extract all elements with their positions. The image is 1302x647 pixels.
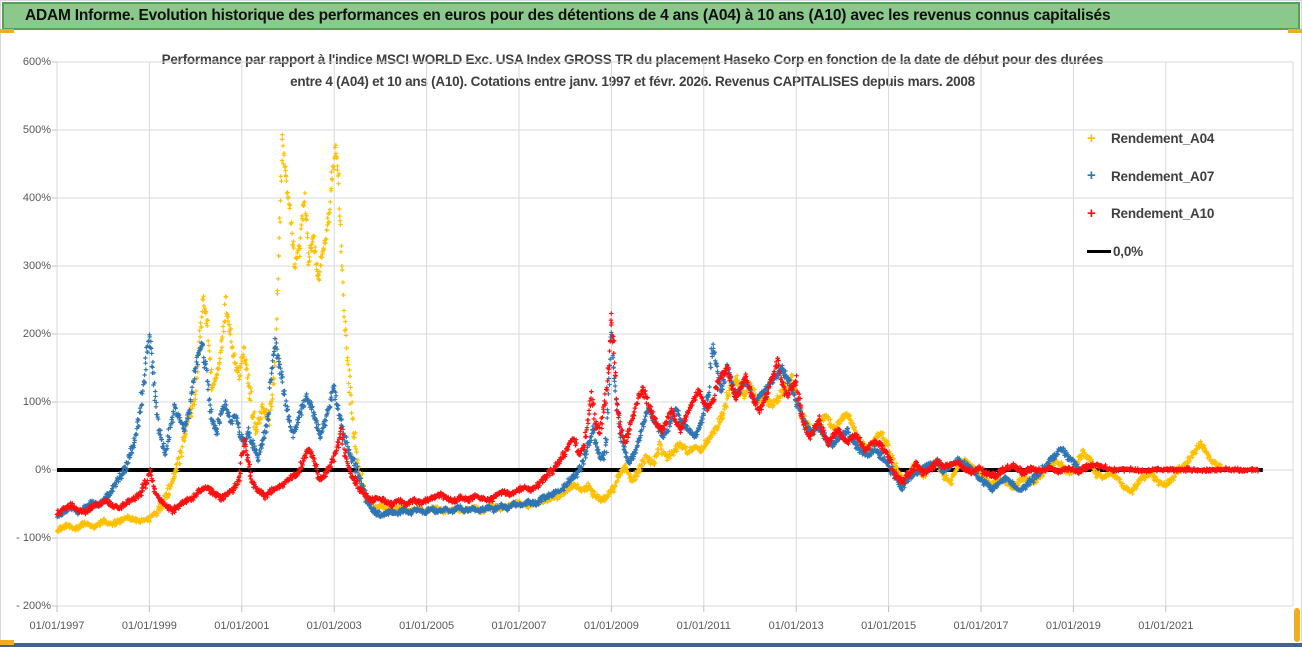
gold-border-fragment-bottom-left xyxy=(0,640,14,645)
header-title: ADAM Informe. Evolution historique des p… xyxy=(25,7,1111,24)
legend-label: Rendement_A07 xyxy=(1111,168,1215,184)
x-axis-label: 01/01/2019 xyxy=(1045,620,1101,632)
header-banner: ADAM Informe. Evolution historique des p… xyxy=(2,2,1300,30)
chart-title-line-2: entre 4 (A04) et 10 ans (A10). Cotations… xyxy=(290,73,975,89)
y-axis-label: 600% xyxy=(22,56,51,68)
legend-label: Rendement_A10 xyxy=(1111,206,1215,222)
x-axis-label: 01/01/2015 xyxy=(861,620,917,632)
gold-border-fragment-top-left xyxy=(0,29,14,33)
y-axis-label: 0% xyxy=(35,464,51,476)
x-axis-label: 01/01/2005 xyxy=(399,620,455,632)
plus-marker-icon: + xyxy=(1087,167,1096,185)
window-bottom-border xyxy=(0,643,1302,647)
legend-item: + Rendement_A10 xyxy=(1087,195,1277,233)
x-axis-label: 01/01/2017 xyxy=(953,620,1009,632)
legend: + Rendement_A04 + Rendement_A07 + Rendement_A… xyxy=(1087,120,1277,270)
legend-item-zero-line: 0,0% xyxy=(1087,233,1277,271)
plus-marker-icon: + xyxy=(1087,204,1096,222)
legend-item: + Rendement_A07 xyxy=(1087,158,1277,196)
legend-label: Rendement_A04 xyxy=(1111,131,1215,147)
legend-item: + Rendement_A04 xyxy=(1087,120,1277,158)
x-axis-label: 01/01/1999 xyxy=(121,620,177,632)
y-axis-label: 300% xyxy=(22,260,51,272)
legend-label: 0,0% xyxy=(1113,243,1143,259)
y-axis-label: 100% xyxy=(22,396,51,408)
y-axis-label: 500% xyxy=(22,124,51,136)
x-axis-label: 01/01/1997 xyxy=(29,620,85,632)
y-axis-label: 200% xyxy=(22,328,51,340)
gold-border-fragment-bottom-right xyxy=(1294,608,1300,642)
x-axis-label: 01/01/2003 xyxy=(306,620,362,632)
x-axis-label: 01/01/2001 xyxy=(214,620,270,632)
y-axis-label: 400% xyxy=(22,192,51,204)
x-axis-label: 01/01/2007 xyxy=(491,620,547,632)
y-axis-label: - 200% xyxy=(16,600,51,612)
gold-border-fragment-top-right xyxy=(1288,29,1302,33)
x-axis-label: 01/01/2021 xyxy=(1138,620,1194,632)
plus-marker-icon: + xyxy=(1087,129,1096,147)
x-axis-label: 01/01/2009 xyxy=(583,620,639,632)
chart-title: Performance par rapport à l'indice MSCI … xyxy=(150,49,1115,92)
y-axis-label: - 100% xyxy=(16,532,51,544)
x-axis-label: 01/01/2011 xyxy=(676,620,731,632)
chart-title-line-1: Performance par rapport à l'indice MSCI … xyxy=(161,52,1104,67)
zero-line-sample-icon xyxy=(1087,249,1111,253)
x-axis-label: 01/01/2013 xyxy=(768,620,824,632)
